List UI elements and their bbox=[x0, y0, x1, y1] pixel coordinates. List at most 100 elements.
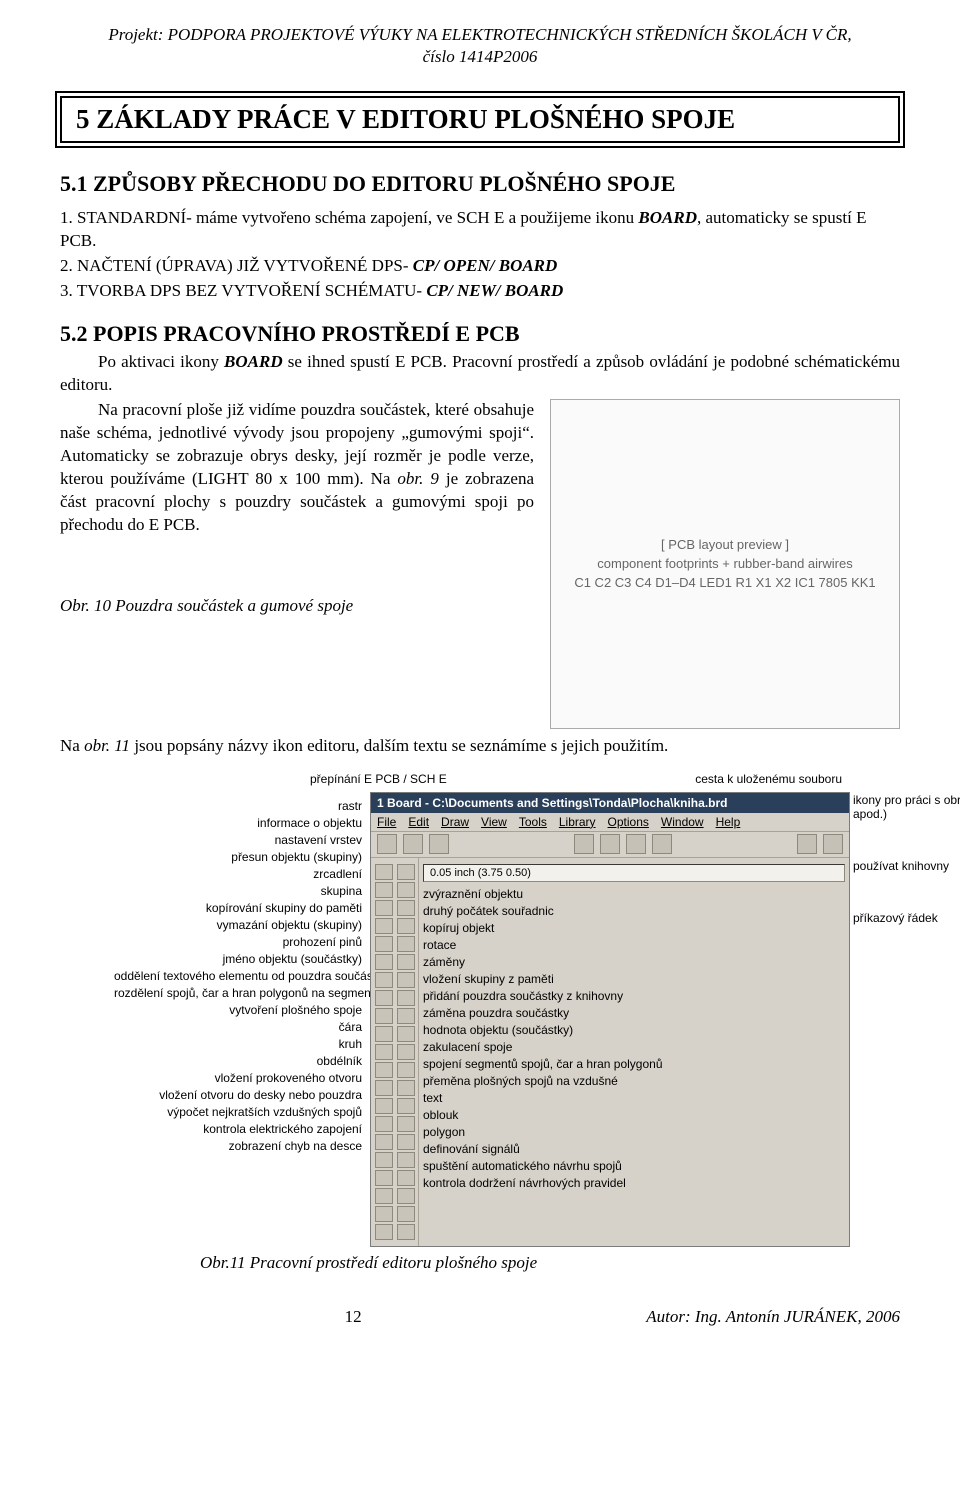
callout-file-path: cesta k uloženému souboru bbox=[695, 772, 842, 786]
figure-11-caption: Obr.11 Pracovní prostředí editoru plošné… bbox=[200, 1253, 900, 1273]
chapter-title-box: 5 ZÁKLADY PRÁCE V EDITORU PLOŠNÉHO SPOJE bbox=[60, 96, 900, 143]
left-callout-label: vytvoření plošného spoje bbox=[114, 1002, 362, 1019]
palette-icon bbox=[375, 1098, 393, 1114]
menu-item: Window bbox=[661, 815, 704, 829]
method-item-3: 3. TVORBA DPS BEZ VYTVOŘENÍ SCHÉMATU- CP… bbox=[60, 280, 900, 303]
palette-icon bbox=[375, 1188, 393, 1204]
palette-icon bbox=[397, 1206, 415, 1222]
after-fig10-para: Na obr. 11 jsou popsány názvy ikon edito… bbox=[60, 735, 900, 758]
icon-palette-row bbox=[375, 1152, 415, 1168]
figure-10-container: [ PCB layout preview ] component footpri… bbox=[550, 399, 900, 729]
editor-window: 1 Board - C:\Documents and Settings\Tond… bbox=[370, 792, 850, 1247]
left-callout-label: rastr bbox=[114, 798, 362, 815]
palette-icon bbox=[397, 1080, 415, 1096]
zoom-icon bbox=[574, 834, 594, 854]
right-callout-label: polygon bbox=[423, 1124, 845, 1141]
palette-icon bbox=[397, 882, 415, 898]
palette-icon bbox=[375, 1224, 393, 1240]
figure-10-image: [ PCB layout preview ] component footpri… bbox=[550, 399, 900, 729]
palette-icon bbox=[375, 1152, 393, 1168]
palette-icon bbox=[397, 1152, 415, 1168]
figure-10-caption: Obr. 10 Pouzdra součástek a gumové spoje bbox=[60, 596, 534, 616]
menu-item: View bbox=[481, 815, 507, 829]
left-callout-label: kontrola elektrického zapojení bbox=[114, 1121, 362, 1138]
method-list: 1. STANDARDNÍ- máme vytvořeno schéma zap… bbox=[60, 207, 900, 303]
text-and-figure-row: Na pracovní ploše již vidíme pouzdra sou… bbox=[60, 399, 900, 729]
right-callout-label: záměny bbox=[423, 954, 845, 971]
left-callout-label: skupina bbox=[114, 883, 362, 900]
icon-palette-row bbox=[375, 1080, 415, 1096]
right-callout-label: druhý počátek souřadnic bbox=[423, 903, 845, 920]
zoom-icon bbox=[652, 834, 672, 854]
left-callout-label: obdélník bbox=[114, 1053, 362, 1070]
icon-palette-row bbox=[375, 990, 415, 1006]
callout-switch-pcb-sch: přepínání E PCB / SCH E bbox=[310, 772, 447, 786]
figure-11-diagram: přepínání E PCB / SCH E cesta k uloženém… bbox=[110, 772, 850, 1247]
menu-item: File bbox=[377, 815, 396, 829]
icon-palette-row bbox=[375, 1062, 415, 1078]
zoom-icon bbox=[600, 834, 620, 854]
after-fig10-c: jsou popsány názvy ikon editoru, dalším … bbox=[130, 736, 668, 755]
right-callout-label: zakulacení spoje bbox=[423, 1039, 845, 1056]
editor-menubar: FileEditDrawViewToolsLibraryOptionsWindo… bbox=[371, 813, 849, 832]
menu-item: Library bbox=[559, 815, 596, 829]
palette-icon bbox=[375, 1134, 393, 1150]
figure-10-placeholder-3: C1 C2 C3 C4 D1–D4 LED1 R1 X1 X2 IC1 7805… bbox=[574, 575, 875, 590]
palette-icon bbox=[397, 1134, 415, 1150]
zoom-icon bbox=[626, 834, 646, 854]
icon-palette-row bbox=[375, 972, 415, 988]
sec52-p1-a: Po aktivaci ikony bbox=[98, 352, 224, 371]
left-callout-label: vložení otvoru do desky nebo pouzdra bbox=[114, 1087, 362, 1104]
method-1-board: BOARD bbox=[638, 208, 697, 227]
palette-icon bbox=[375, 1170, 393, 1186]
right-callout-label: zvýraznění objektu bbox=[423, 886, 845, 903]
page-header: Projekt: PODPORA PROJEKTOVÉ VÝUKY NA ELE… bbox=[60, 24, 900, 68]
palette-icon bbox=[375, 918, 393, 934]
palette-icon bbox=[397, 972, 415, 988]
editor-right-panel: 0.05 inch (3.75 0.50) zvýraznění objektu… bbox=[419, 858, 849, 1246]
right-callout-label: kontrola dodržení návrhových pravidel bbox=[423, 1175, 845, 1192]
figure-10-placeholder-2: component footprints + rubber-band airwi… bbox=[597, 556, 852, 571]
method-item-1: 1. STANDARDNÍ- máme vytvořeno schéma zap… bbox=[60, 207, 900, 253]
far-right-callouts: ikony pro práci s obrazovkou (zoom apod.… bbox=[853, 793, 960, 963]
palette-icon bbox=[375, 954, 393, 970]
icon-palette-row bbox=[375, 1098, 415, 1114]
callout-command-line: příkazový řádek bbox=[853, 911, 960, 925]
palette-icon bbox=[397, 864, 415, 880]
method-2-cmd: CP/ OPEN/ BOARD bbox=[413, 256, 558, 275]
palette-icon bbox=[397, 1188, 415, 1204]
right-callout-label: oblouk bbox=[423, 1107, 845, 1124]
menu-item: Help bbox=[716, 815, 741, 829]
project-title-line1: Projekt: PODPORA PROJEKTOVÉ VÝUKY NA ELE… bbox=[60, 24, 900, 46]
right-callout-label: přidání pouzdra součástky z knihovny bbox=[423, 988, 845, 1005]
method-3-cmd: CP/ NEW/ BOARD bbox=[426, 281, 563, 300]
palette-icon bbox=[375, 990, 393, 1006]
palette-icon bbox=[375, 1206, 393, 1222]
method-2-text-a: 2. NAČTENÍ (ÚPRAVA) JIŽ VYTVOŘENÉ DPS- bbox=[60, 256, 413, 275]
footer-author: Autor: Ing. Antonín JURÁNEK, 2006 bbox=[646, 1307, 900, 1327]
palette-icon bbox=[397, 1026, 415, 1042]
callout-use-libraries: používat knihovny bbox=[853, 859, 960, 873]
icon-palette-row bbox=[375, 1188, 415, 1204]
left-callout-label: nastavení vrstev bbox=[114, 832, 362, 849]
left-callout-column: rastrinformace o objektunastavení vrstev… bbox=[110, 792, 370, 1161]
left-callout-label: prohození pinů bbox=[114, 934, 362, 951]
palette-icon bbox=[375, 1080, 393, 1096]
palette-icon bbox=[397, 1062, 415, 1078]
toolbar-icon bbox=[403, 834, 423, 854]
palette-icon bbox=[397, 1224, 415, 1240]
left-callout-label: čára bbox=[114, 1019, 362, 1036]
left-callout-label: kruh bbox=[114, 1036, 362, 1053]
left-callout-label: přesun objektu (skupiny) bbox=[114, 849, 362, 866]
right-callout-label: kopíruj objekt bbox=[423, 920, 845, 937]
editor-body: 0.05 inch (3.75 0.50) zvýraznění objektu… bbox=[371, 858, 849, 1246]
palette-icon bbox=[375, 1062, 393, 1078]
section-5-2-title: 5.2 POPIS PRACOVNÍHO PROSTŘEDÍ E PCB bbox=[60, 321, 900, 347]
right-callout-label: rotace bbox=[423, 937, 845, 954]
palette-icon bbox=[375, 882, 393, 898]
palette-icon bbox=[375, 900, 393, 916]
menu-item: Edit bbox=[408, 815, 429, 829]
palette-icon bbox=[375, 864, 393, 880]
after-fig10-a: Na bbox=[60, 736, 84, 755]
right-callout-column: zvýraznění objektudruhý počátek souřadni… bbox=[423, 886, 845, 1192]
